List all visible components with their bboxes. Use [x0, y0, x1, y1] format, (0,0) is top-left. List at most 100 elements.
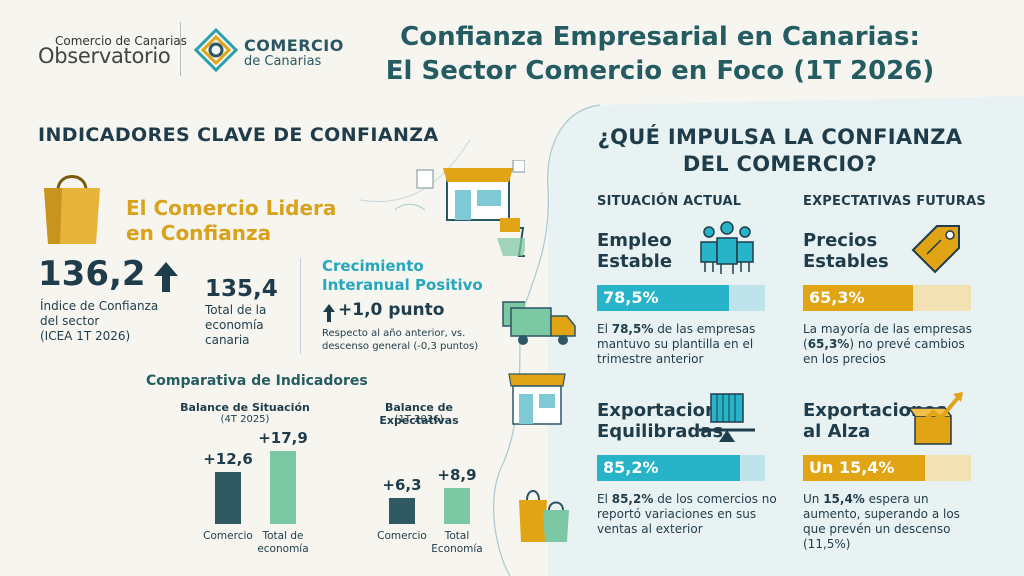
drivers-heading-line-2: DEL COMERCIO? — [682, 152, 878, 176]
shopping-bags-icon — [519, 490, 569, 542]
driver-title-line-1: Precios — [803, 230, 878, 251]
shop-front-icon — [508, 373, 566, 425]
progress-bar-3: Un 15,4% — [803, 455, 971, 481]
driver-title-line-1: Empleo — [597, 230, 672, 251]
sector-index-value: 136,2 — [38, 254, 146, 294]
drivers-heading-line-1: ¿QUÉ IMPULSA LA CONFIANZA — [597, 125, 963, 149]
logo-observatorio: Observatorio — [38, 44, 171, 68]
logo-comercio: COMERCIO — [244, 36, 344, 55]
title-line-1: Confianza Empresarial en Canarias: — [400, 22, 920, 52]
bar-value-1-1: +8,9 — [437, 465, 477, 484]
page-title: Confianza Empresarial en Canarias: El Se… — [340, 20, 980, 88]
growth-note-line-1: Respecto al año anterior, vs. — [322, 328, 466, 339]
sector-label-line-1: Índice de Confianza — [40, 299, 159, 313]
economy-label-line-3: canaria — [205, 333, 250, 347]
bar-1-1 — [444, 487, 470, 524]
driver-title-line-2: Estables — [803, 251, 889, 272]
bar-value-0-0: +12,6 — [203, 450, 253, 469]
bar-category-line: Comercio — [377, 530, 427, 542]
driver-title-line-2: Equilibradas — [597, 421, 724, 442]
growth-title-line-2: Interanual Positivo — [322, 276, 483, 294]
progress-fill-0: 78,5% — [597, 285, 729, 311]
bar-1-0 — [389, 498, 415, 524]
progress-bar-2: 85,2% — [597, 455, 765, 481]
progress-label-0: 78,5% — [603, 288, 659, 307]
progress-bar-0: 78,5% — [597, 285, 765, 311]
delivery-truck-icon — [510, 307, 576, 345]
driver-title-2: Exportaciones Equilibradas — [597, 400, 741, 442]
driver-description-1: La mayoría de las empresas (65,3%) no pr… — [803, 322, 972, 366]
kpi-divider — [300, 258, 301, 354]
logo-observatorio-caption: Comercio de Canarias — [55, 34, 187, 48]
economy-label-line-2: economía — [205, 318, 264, 332]
bar-category-line: economía — [257, 543, 309, 555]
driver-title-line-1: Exportaciones — [597, 400, 741, 421]
lead-title-line-2: en Confianza — [126, 221, 272, 245]
lead-title-line-1: El Comercio Lidera — [126, 196, 337, 220]
driver-title-line-2: Estable — [597, 251, 673, 272]
sector-label-line-2: del sector — [40, 314, 100, 328]
balance-icon — [697, 390, 757, 450]
bar-category-1-1: Total Economía — [422, 530, 492, 556]
growth-title: Crecimiento Interanual Positivo — [322, 257, 522, 295]
description-highlight: 78,5% — [611, 322, 654, 336]
kpi-heading: INDICADORES CLAVE DE CONFIANZA — [38, 124, 439, 146]
logo-divider — [180, 22, 181, 76]
sector-label-line-3: (ICEA 1T 2026) — [40, 329, 131, 343]
column-heading-expectations: EXPECTATIVAS FUTURAS — [803, 194, 986, 209]
chart-title-0: Balance de Situación — [180, 401, 310, 414]
bar-0-0 — [215, 472, 241, 524]
logo-comercio-caption: de Canarias — [244, 54, 322, 69]
driver-description-2: El 85,2% de los comercios no reportó var… — [597, 492, 777, 536]
store-illustration-icon — [395, 160, 525, 327]
chart-subtitle-0: (4T 2025) — [220, 414, 270, 425]
sector-index-label: Índice de Confianza del sector (ICEA 1T … — [40, 299, 200, 344]
growth-arrow-icon — [323, 304, 335, 322]
progress-label-1: 65,3% — [809, 288, 865, 307]
growth-note-line-2: descenso general (-0,3 puntos) — [322, 341, 479, 352]
description-highlight: 65,3% — [807, 337, 850, 351]
bar-value-0-1: +17,9 — [258, 428, 308, 447]
price-tag-icon — [907, 220, 967, 280]
bar-value-1-0: +6,3 — [382, 476, 422, 495]
progress-label-2: 85,2% — [603, 458, 659, 477]
bar-category-1-0: Comercio — [367, 530, 437, 543]
progress-fill-1: 65,3% — [803, 285, 913, 311]
bar-category-line: Comercio — [203, 530, 253, 542]
growth-value: +1,0 punto — [338, 300, 445, 320]
progress-bar-1: 65,3% — [803, 285, 971, 311]
progress-label-3: Un 15,4% — [809, 458, 895, 477]
bar-category-0-0: Comercio — [193, 530, 263, 543]
driver-title-1: Precios Estables — [803, 230, 889, 272]
comercio-logo-icon — [193, 27, 239, 73]
driver-title-3: Exportaciones al Alza — [803, 400, 947, 442]
driver-description-0: El 78,5% de las empresas mantuvo su plan… — [597, 322, 756, 366]
drivers-heading: ¿QUÉ IMPULSA LA CONFIANZA DEL COMERCIO? — [560, 124, 1000, 178]
title-line-2: El Sector Comercio en Foco (1T 2026) — [385, 56, 935, 86]
lead-title: El Comercio Lidera en Confianza — [126, 196, 376, 246]
arrow-up-icon — [154, 262, 178, 292]
people-icon — [697, 220, 757, 280]
economy-index-value: 135,4 — [205, 276, 278, 302]
chart-subtitle-1: (1T 2026) — [394, 414, 444, 425]
economy-index-label: Total de la economía canaria — [205, 303, 295, 348]
driver-description-3: Un 15,4% espera un aumento, superando a … — [803, 492, 960, 551]
driver-title-line-1: Exportaciones — [803, 400, 947, 421]
description-highlight: 85,2% — [611, 492, 654, 506]
column-heading-current: SITUACIÓN ACTUAL — [597, 194, 742, 209]
growth-note: Respecto al año anterior, vs. descenso g… — [322, 327, 502, 353]
description-highlight: 15,4% — [823, 492, 865, 506]
comparison-title: Comparativa de Indicadores — [146, 373, 368, 389]
economy-label-line-1: Total de la — [205, 303, 267, 317]
box-growth-icon — [907, 390, 967, 450]
growth-title-line-1: Crecimiento — [322, 257, 424, 275]
shopping-bag-icon — [44, 175, 100, 244]
bar-0-1 — [270, 450, 296, 524]
progress-fill-3: Un 15,4% — [803, 455, 925, 481]
bar-category-0-1: Total de economía — [248, 530, 318, 556]
progress-fill-2: 85,2% — [597, 455, 741, 481]
bar-category-line: Economía — [431, 543, 483, 555]
driver-title-line-2: al Alza — [803, 421, 871, 442]
driver-title-0: Empleo Estable — [597, 230, 672, 272]
chart-title-1: Balance de Expectativas — [379, 401, 459, 427]
